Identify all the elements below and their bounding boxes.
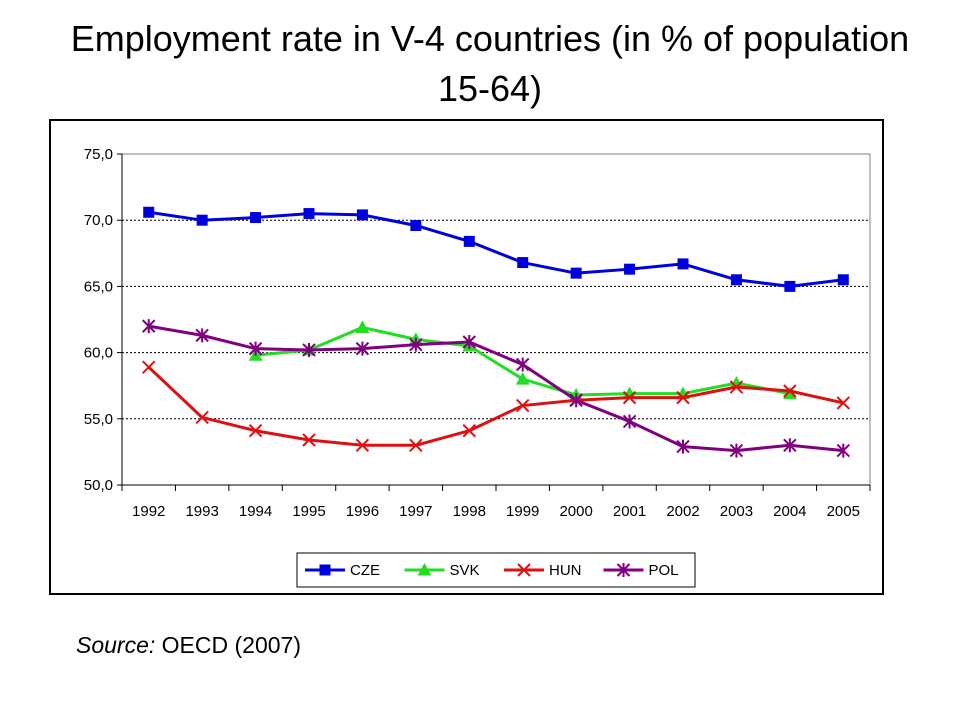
data-point-cze [410,219,422,231]
data-point-pol [836,443,850,458]
series-line-hun [147,366,844,447]
x-tick-label: 2001 [613,503,646,520]
data-point-cze [463,235,475,247]
data-point-cze [196,214,208,226]
chart-frame [49,119,884,595]
data-point-cze [517,257,529,269]
series-line-pol [148,324,844,453]
legend-marker-svk [417,562,432,576]
legend-label-svk: SVK [450,562,480,579]
data-point-hun [409,438,423,452]
data-point-pol [302,342,316,357]
x-tick-label: 1994 [239,503,272,520]
x-tick-label: 1995 [292,503,325,520]
data-point-pol [195,328,209,343]
data-point-cze [303,208,315,220]
data-point-pol [729,443,744,458]
data-point-pol [142,319,156,334]
data-point-hun [729,380,744,394]
data-point-cze [143,206,155,218]
plot-area [121,153,871,486]
data-point-cze [624,263,636,275]
data-point-cze [837,274,849,286]
x-tick-label: 2004 [773,503,806,520]
data-point-svk [355,320,370,333]
x-tick-label: 1998 [453,503,486,520]
y-tick-label: 55,0 [84,411,113,428]
y-tick-label: 70,0 [84,212,113,229]
data-point-hun [355,438,370,452]
data-point-cze [677,258,689,270]
data-point-hun [195,410,209,425]
x-tick-label: 2003 [720,503,753,520]
data-point-hun [622,390,637,405]
x-tick-label: 2002 [666,503,699,520]
source-note: Source: OECD (2007) [76,632,301,659]
data-point-pol [409,337,423,352]
data-point-hun [676,390,690,405]
legend-label-cze: CZE [350,562,380,579]
data-point-hun [836,396,850,410]
y-tick-label: 50,0 [84,477,113,494]
x-tick-label: 2000 [559,503,592,520]
y-tick-label: 60,0 [84,345,113,362]
x-tick-label: 1996 [346,503,379,520]
data-point-pol [516,357,530,372]
data-point-cze [250,212,262,224]
legend-label-hun: HUN [549,562,582,579]
data-point-pol [676,439,690,454]
x-tick-label: 2005 [827,503,860,520]
data-point-pol [783,438,797,453]
data-point-cze [730,274,742,286]
data-point-hun [516,398,530,413]
x-tick-label: 1993 [185,503,218,520]
data-point-pol [622,414,637,429]
data-point-pol [569,393,583,408]
source-label: Source: [76,632,156,658]
y-tick-label: 65,0 [84,278,113,295]
y-tick-label: 75,0 [84,146,113,163]
series-line-cze [148,210,844,288]
data-point-hun [783,384,797,398]
legend-label-pol: POL [649,562,679,579]
chart-title: Employment rate in V-4 countries (in % o… [70,18,910,109]
data-point-hun [248,424,263,438]
data-point-pol [248,341,263,356]
data-point-hun [142,360,156,374]
source-text: OECD (2007) [155,632,301,658]
data-point-cze [356,209,368,221]
data-point-pol [462,335,476,350]
legend-marker-hun [517,563,531,577]
data-point-pol [355,341,370,356]
legend-marker-pol [616,563,631,577]
x-tick-label: 1997 [399,503,432,520]
data-point-svk [515,372,530,385]
data-point-hun [462,424,476,438]
data-point-cze [784,280,796,292]
x-tick-label: 1992 [132,503,165,520]
legend-marker-cze [319,564,331,576]
data-point-cze [570,267,582,279]
x-tick-label: 1999 [506,503,539,520]
data-point-hun [302,433,316,447]
